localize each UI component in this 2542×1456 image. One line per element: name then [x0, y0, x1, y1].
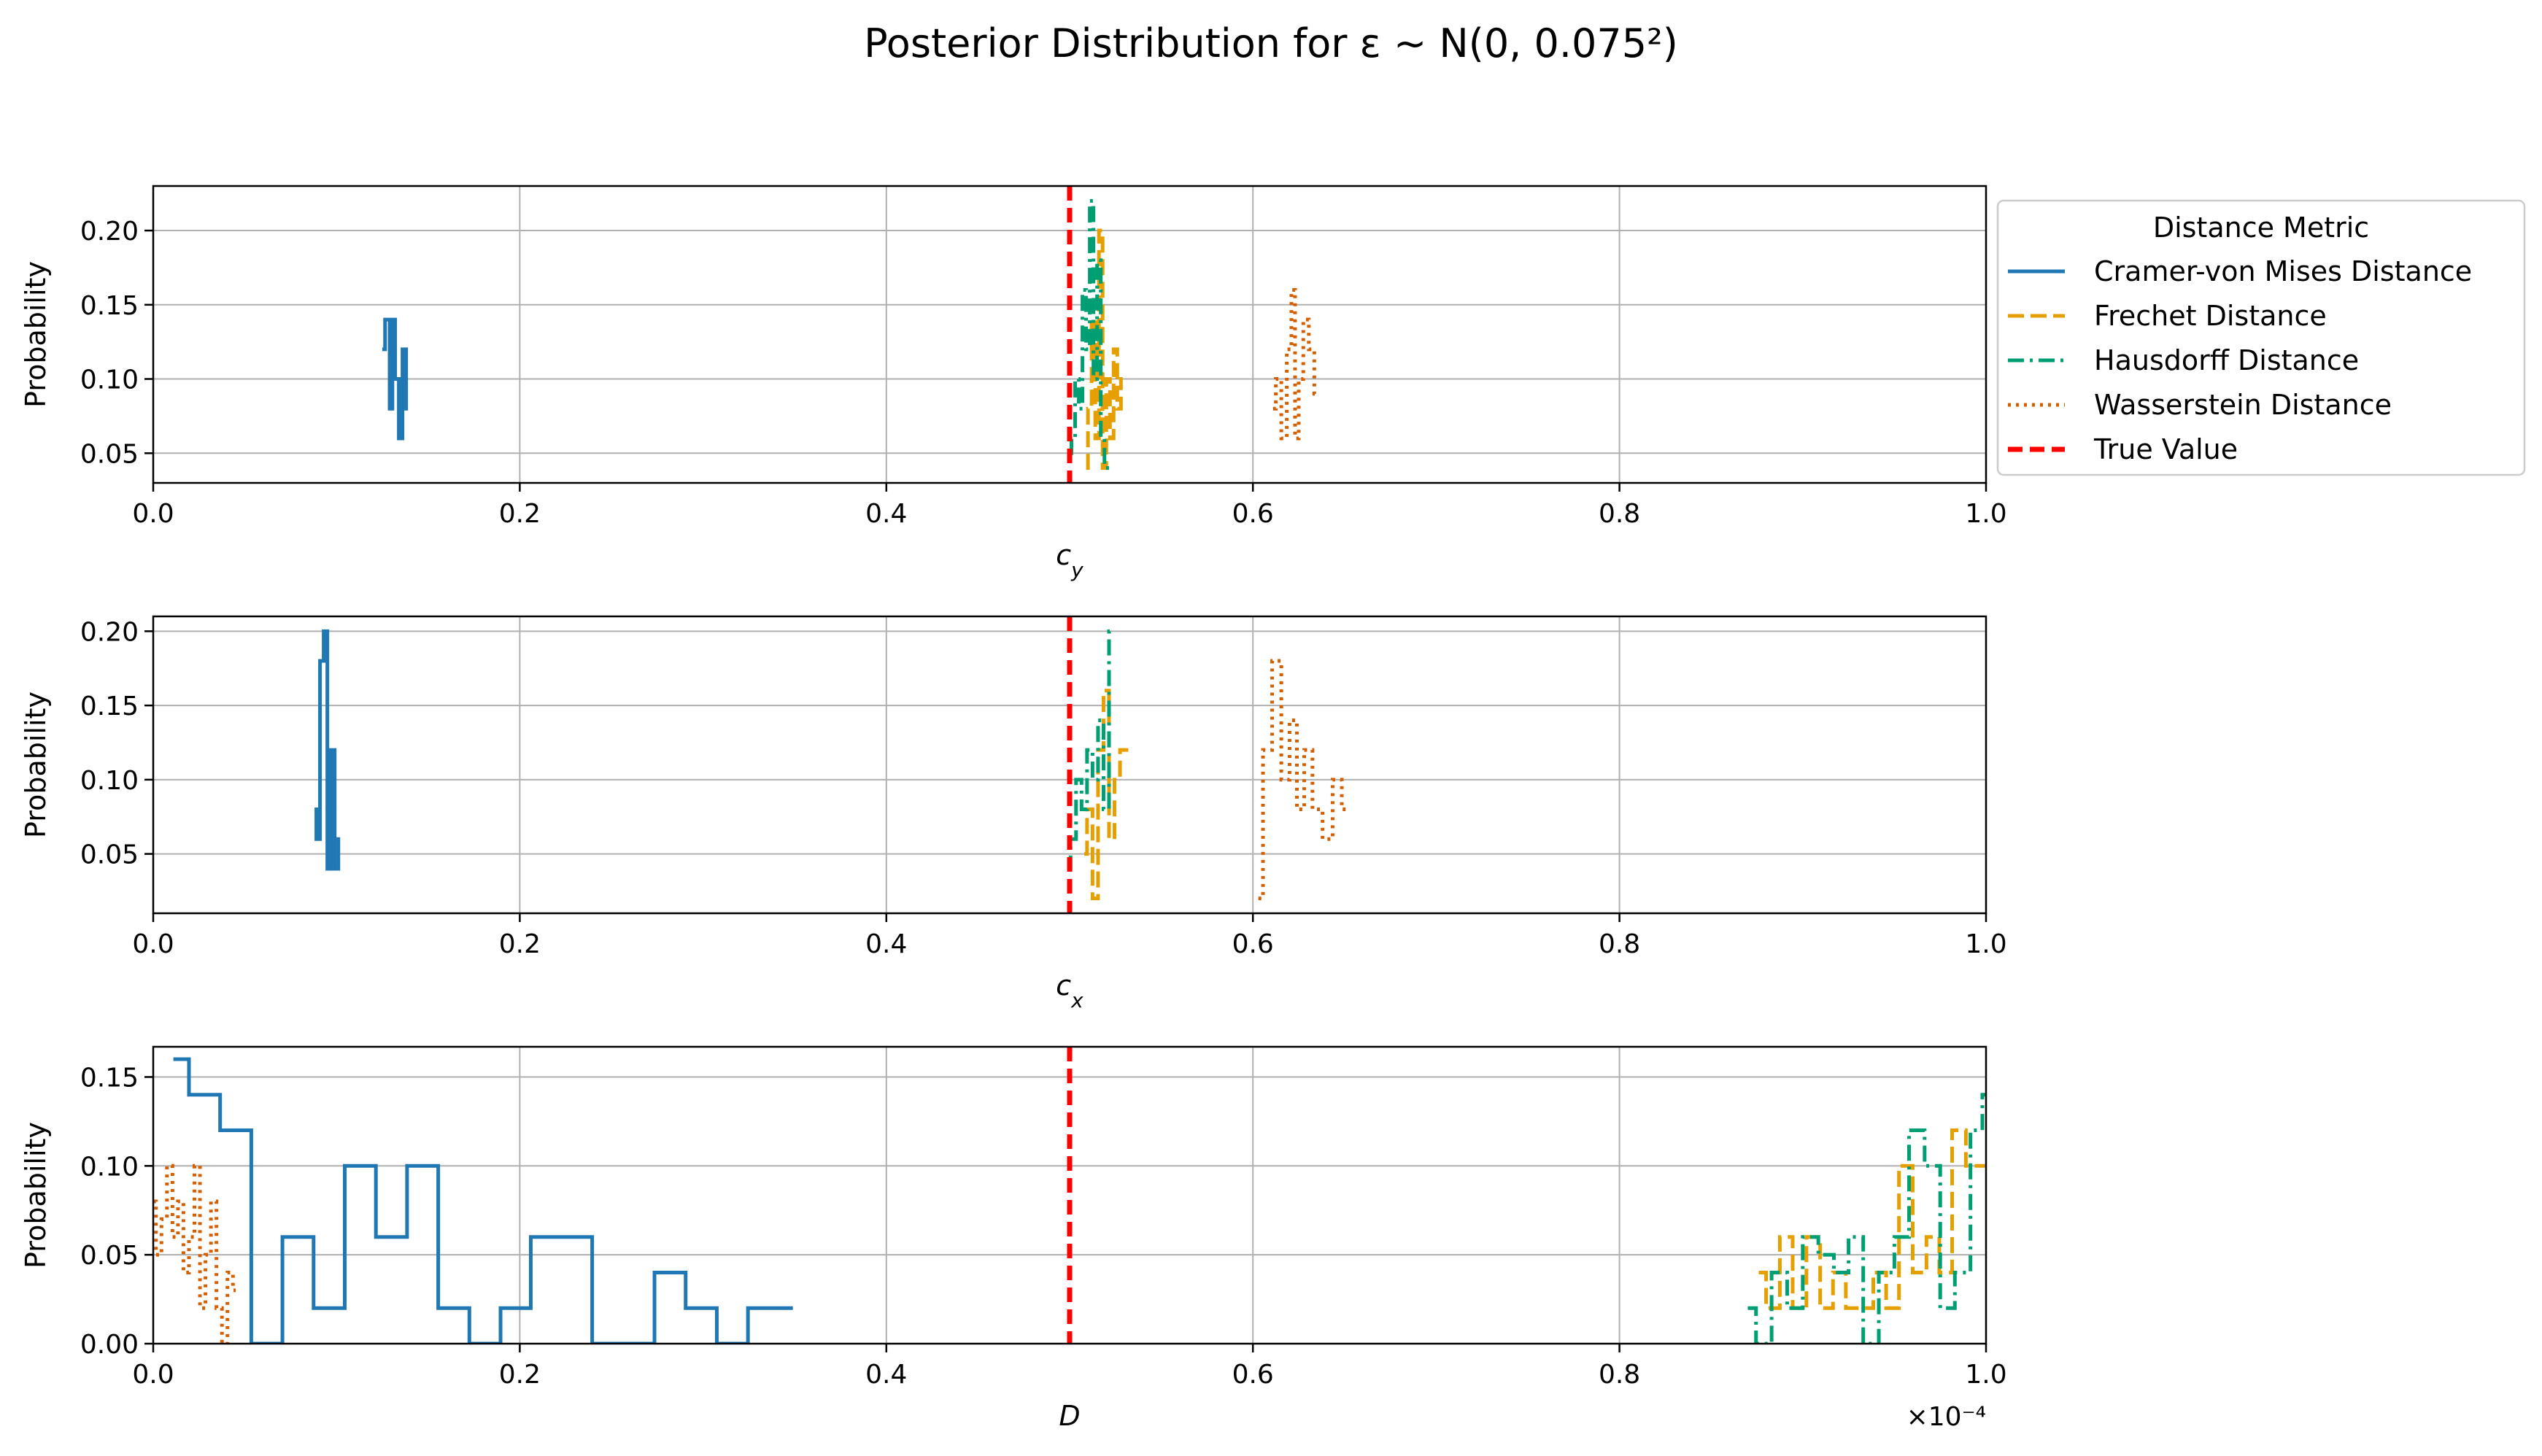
y-axis-label: Probability — [20, 261, 52, 408]
x-tick-label: 0.0 — [132, 1360, 174, 1390]
series-frechet-distance — [1758, 1128, 1986, 1310]
axes-frame — [152, 1045, 1987, 1345]
legend-label: Hausdorff Distance — [2094, 344, 2359, 376]
x-tick-label: 0.6 — [1232, 1360, 1274, 1390]
series-frechet-distance — [1084, 689, 1129, 901]
y-tick-label: 0.20 — [80, 617, 139, 647]
subplot-2: 0.0 0.2 0.4 0.6 0.8 1.0 0.05 0.10 0.15 0.20 cx Prob… — [20, 615, 2007, 1012]
x-tick-label: 0.4 — [865, 499, 907, 529]
x-tick-label: 0.2 — [499, 929, 541, 959]
y-tick-label: 0.05 — [80, 439, 139, 469]
x-axis-label: D — [1059, 1400, 1080, 1432]
y-tick-label: 0.00 — [80, 1330, 139, 1360]
x-tick-label: 0.0 — [132, 929, 174, 959]
x-tick-label: 0.8 — [1599, 929, 1640, 959]
x-tick-label: 0.8 — [1599, 1360, 1640, 1390]
figure-title: Posterior Distribution for ε ~ N(0, 0.07… — [864, 20, 1678, 66]
y-tick-label: 0.20 — [80, 217, 139, 247]
series-wasserstein-distance — [1258, 659, 1347, 901]
y-axis-label: Probability — [20, 692, 52, 838]
y-tick-label: 0.15 — [80, 291, 139, 321]
series-cramer-von-mises-distance — [382, 317, 409, 441]
subplot-1: 0.0 0.2 0.4 0.6 0.8 1.0 0.05 0.10 0.15 0.20 cy Prob… — [20, 185, 2007, 582]
series-frechet-distance — [1086, 228, 1123, 471]
x-offset-label: ×10⁻⁴ — [1906, 1402, 1986, 1432]
x-tick-label: 0.8 — [1599, 499, 1640, 529]
x-tick-label: 0.2 — [499, 499, 541, 529]
legend: Distance Metric Cramer-von Mises Distanc… — [1996, 199, 2526, 476]
x-tick-label: 1.0 — [1965, 1360, 2006, 1390]
y-tick-label: 0.10 — [80, 365, 139, 395]
series-wasserstein-distance — [1272, 287, 1318, 441]
y-axis-label: Probability — [20, 1122, 52, 1269]
series-hausdorff-distance — [1747, 1093, 1986, 1344]
y-tick-label: 0.15 — [80, 692, 139, 721]
x-tick-label: 1.0 — [1965, 499, 2006, 529]
legend-label: Frechet Distance — [2094, 300, 2327, 332]
legend-label: True Value — [2093, 433, 2238, 465]
y-tick-label: 0.15 — [80, 1063, 139, 1093]
y-tick-label: 0.10 — [80, 766, 139, 796]
legend-title: Distance Metric — [2153, 212, 2369, 244]
x-tick-label: 0.0 — [132, 499, 174, 529]
y-tick-label: 0.05 — [80, 840, 139, 870]
y-tick-label: 0.10 — [80, 1152, 139, 1182]
x-tick-label: 0.6 — [1232, 499, 1274, 529]
x-tick-label: 0.4 — [865, 1360, 907, 1390]
series-hausdorff-distance — [1067, 629, 1112, 871]
legend-entries: Cramer-von Mises Distance Frechet Distanc… — [2008, 255, 2472, 465]
x-axis-label: cx — [1056, 969, 1083, 1012]
axes-frame — [152, 185, 1987, 484]
series-cramer-von-mises-distance — [314, 629, 341, 871]
series-cramer-von-mises-distance — [173, 1057, 793, 1344]
subplot-3: 0.0 0.2 0.4 0.6 0.8 1.0 0.00 0.05 0.10 0.15 D Proba… — [20, 1045, 2007, 1432]
y-tick-label: 0.05 — [80, 1241, 139, 1271]
legend-label: Wasserstein Distance — [2094, 389, 2392, 421]
x-tick-label: 0.2 — [499, 1360, 541, 1390]
x-tick-label: 0.4 — [865, 929, 907, 959]
x-tick-label: 0.6 — [1232, 929, 1274, 959]
legend-label: Cramer-von Mises Distance — [2094, 255, 2472, 287]
legend-frame — [1996, 199, 2526, 476]
subplots: 0.0 0.2 0.4 0.6 0.8 1.0 0.05 0.10 0.15 0.20 cy Prob… — [20, 185, 2007, 1432]
axes-frame — [152, 615, 1987, 915]
x-tick-label: 1.0 — [1965, 929, 2006, 959]
x-axis-label: cy — [1056, 539, 1083, 582]
